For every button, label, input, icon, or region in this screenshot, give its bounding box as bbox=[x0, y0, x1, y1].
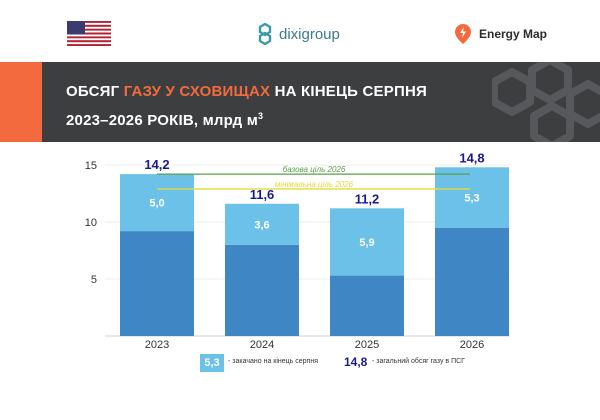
legend-injected-text: - закачано на кінець серпня bbox=[228, 358, 318, 365]
y-tick-label: 5 bbox=[91, 274, 97, 286]
dixigroup-text: dixigroup bbox=[279, 25, 340, 43]
ref-line-label-1: мінімальна ціль 2026 bbox=[275, 180, 354, 189]
x-tick-label-2025: 2025 bbox=[355, 339, 379, 351]
x-tick-label-2023: 2023 bbox=[145, 339, 169, 351]
energy-map-text: Energy Map bbox=[479, 27, 548, 41]
energy-map-logo: Energy Map bbox=[455, 22, 547, 46]
total-label-2026: 14,8 bbox=[459, 150, 484, 165]
bar-base-2024 bbox=[225, 244, 299, 336]
y-tick-label: 15 bbox=[85, 160, 97, 172]
top-bar: dixigroup Energy Map bbox=[0, 0, 600, 62]
title-line2: 2023–2026 РОКІВ, млрд м bbox=[66, 112, 259, 129]
injected-label-2025: 5,9 bbox=[359, 237, 374, 249]
title-part1: ОБСЯГ bbox=[66, 83, 124, 100]
bar-injected-2025 bbox=[330, 208, 404, 276]
title-banner: ОБСЯГ ГАЗУ У СХОВИЩАХ НА КІНЕЦЬ СЕРПНЯ 2… bbox=[0, 62, 600, 142]
legend-total-text: - загальний обсяг газу в ПСГ bbox=[372, 358, 465, 365]
total-label-2025: 11,2 bbox=[355, 191, 380, 206]
injected-label-2023: 5,0 bbox=[149, 198, 164, 210]
bar-base-2023 bbox=[120, 231, 194, 336]
x-tick-label-2024: 2024 bbox=[250, 339, 274, 351]
bar-injected-2024 bbox=[225, 203, 299, 245]
bar-base-2026 bbox=[435, 227, 509, 336]
bar-injected-2023 bbox=[120, 174, 194, 232]
decorative-pattern-icon bbox=[492, 62, 600, 142]
page-title: ОБСЯГ ГАЗУ У СХОВИЩАХ НА КІНЕЦЬ СЕРПНЯ 2… bbox=[66, 80, 427, 133]
bar-base-2025 bbox=[330, 275, 404, 336]
us-flag-icon bbox=[67, 21, 111, 46]
accent-stripe bbox=[0, 62, 42, 142]
legend-total-sample: 14,8 bbox=[344, 355, 368, 369]
chart-legend: 5,3 - закачано на кінець серпня 14,8 - з… bbox=[0, 351, 600, 375]
title-sup: 3 bbox=[258, 111, 264, 121]
map-pin-bolt-icon bbox=[455, 24, 471, 44]
total-label-2023: 14,2 bbox=[144, 157, 169, 172]
ref-line-label-0: базова ціль 2026 bbox=[283, 165, 346, 174]
injected-label-2024: 3,6 bbox=[254, 219, 269, 231]
y-tick-label: 10 bbox=[85, 217, 97, 229]
injected-label-2026: 5,3 bbox=[464, 192, 479, 204]
bar-injected-2026 bbox=[435, 167, 509, 228]
x-tick-label-2026: 2026 bbox=[460, 339, 484, 351]
title-highlight: ГАЗУ У СХОВИЩАХ bbox=[123, 83, 271, 100]
title-part2: НА КІНЕЦЬ СЕРПНЯ bbox=[270, 83, 427, 100]
dixigroup-logo: dixigroup bbox=[256, 22, 340, 46]
legend-injected-swatch: 5,3 bbox=[200, 354, 224, 372]
dixigroup-mark-icon bbox=[258, 23, 272, 45]
total-label-2024: 11,6 bbox=[250, 187, 275, 202]
